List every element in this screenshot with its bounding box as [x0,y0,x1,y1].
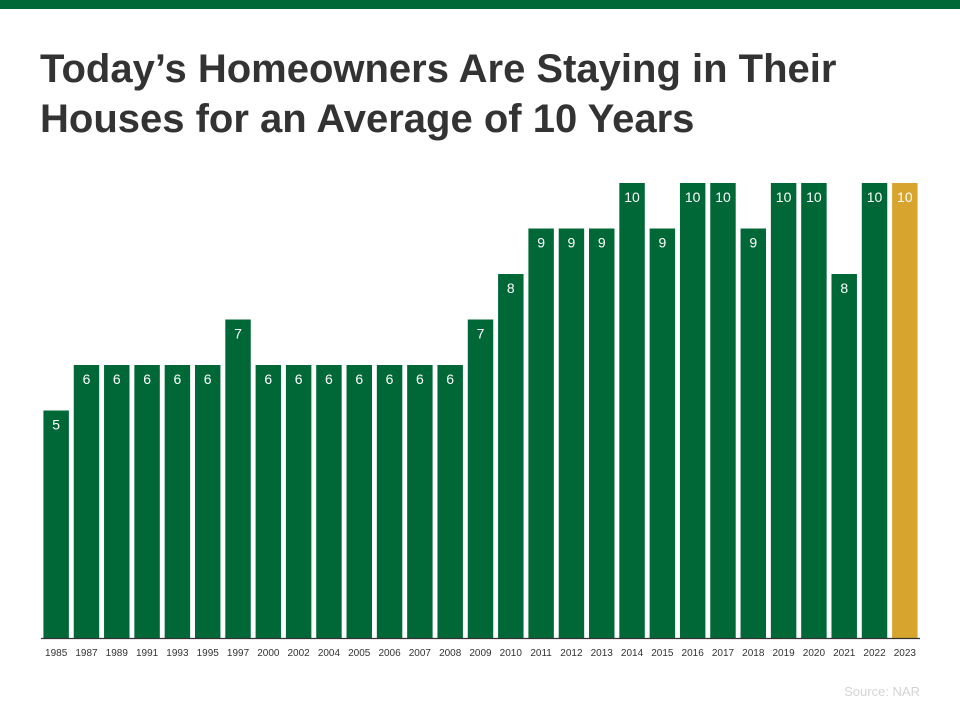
value-label-2016: 10 [685,189,701,205]
bar-2017 [710,183,736,638]
bar-1991 [134,365,160,638]
tick-label-2016: 2016 [682,648,705,659]
value-label-1987: 6 [83,371,91,387]
value-label-2018: 9 [749,235,757,251]
tick-label-2022: 2022 [863,648,886,659]
value-label-2008: 6 [446,371,454,387]
value-label-2021: 8 [840,280,848,296]
tick-label-2023: 2023 [894,648,917,659]
x-tick-labels-group: 1985 1987 1989 1991 1993 1995 1997 2000 2002 2004… [45,648,916,659]
bar-2014 [619,183,645,638]
bar-1993 [164,365,191,638]
bar-1985 [43,410,69,638]
tick-label-2005: 2005 [348,648,371,659]
bar-2023 [892,183,918,638]
value-label-2022: 10 [867,189,883,205]
bar-1987 [73,365,100,638]
bar-2016 [679,183,706,638]
bar-2019 [770,183,797,638]
value-label-1989: 6 [113,371,121,387]
tick-label-2006: 2006 [378,648,401,659]
bar-2005 [346,365,372,638]
tick-label-2008: 2008 [439,648,462,659]
bar-1989 [104,365,130,638]
bar-2007 [407,365,433,638]
tick-label-1989: 1989 [106,648,129,659]
value-label-2006: 6 [386,371,394,387]
top-accent-bar [0,0,960,9]
value-label-2009: 7 [477,326,485,342]
value-labels-group: 5 6 6 6 6 6 7 6 6 6 6 6 6 6 7 8 9 9 9 10 9 10 10 9 10 10 8 10 10 [52,189,913,433]
value-label-2004: 6 [325,371,333,387]
bar-2015 [649,228,676,638]
tick-label-1985: 1985 [45,648,68,659]
tick-label-2004: 2004 [318,648,341,659]
value-label-1997: 7 [234,326,242,342]
value-label-1991: 6 [143,371,151,387]
tick-label-2009: 2009 [469,648,492,659]
page-title: Today’s Homeowners Are Staying in Their … [40,47,837,141]
tick-label-2019: 2019 [772,648,795,659]
value-label-2019: 10 [776,189,792,205]
tick-label-2012: 2012 [560,648,583,659]
tick-label-2017: 2017 [712,648,735,659]
bar-2011 [528,228,554,638]
bars-group [43,183,918,638]
value-label-2012: 9 [568,235,576,251]
value-label-2013: 9 [598,235,606,251]
tick-label-2020: 2020 [803,648,826,659]
bar-2020 [801,183,827,638]
bar-2004 [316,365,342,638]
tick-label-1997: 1997 [227,648,250,659]
tick-label-2014: 2014 [621,648,644,659]
value-label-2014: 10 [624,189,640,205]
tick-label-2021: 2021 [833,648,856,659]
bar-2021 [831,274,857,638]
value-label-1985: 5 [52,417,60,433]
tick-label-1995: 1995 [197,648,220,659]
tick-label-2013: 2013 [591,648,614,659]
value-label-2011: 9 [537,235,545,251]
tick-label-1991: 1991 [136,648,159,659]
tick-label-2000: 2000 [257,648,280,659]
value-label-2020: 10 [806,189,822,205]
value-label-2023: 10 [897,189,913,205]
bar-2010 [498,274,524,638]
value-label-2007: 6 [416,371,424,387]
tick-label-2018: 2018 [742,648,765,659]
tick-label-2015: 2015 [651,648,674,659]
bar-2006 [376,365,403,638]
bar-2009 [467,319,494,638]
tick-label-1993: 1993 [166,648,189,659]
tick-label-2010: 2010 [500,648,523,659]
value-label-1995: 6 [204,371,212,387]
bar-2022 [861,183,888,638]
tick-label-2011: 2011 [530,648,552,659]
bar-2013 [589,228,615,638]
bar-2002 [285,365,312,638]
value-label-2000: 6 [264,371,272,387]
tick-label-1987: 1987 [75,648,98,659]
source-note: Source: NAR [844,684,920,699]
value-label-2002: 6 [295,371,303,387]
bar-2012 [558,228,585,638]
bar-1995 [194,365,221,638]
value-label-1993: 6 [174,371,182,387]
value-label-2010: 8 [507,280,515,296]
tick-label-2007: 2007 [409,648,432,659]
bar-2018 [740,228,767,638]
tick-label-2002: 2002 [288,648,311,659]
bar-2000 [255,365,282,638]
value-label-2017: 10 [715,189,731,205]
bar-1997 [225,319,251,638]
value-label-2005: 6 [355,371,363,387]
value-label-2015: 9 [658,235,666,251]
bar-2008 [437,365,463,638]
